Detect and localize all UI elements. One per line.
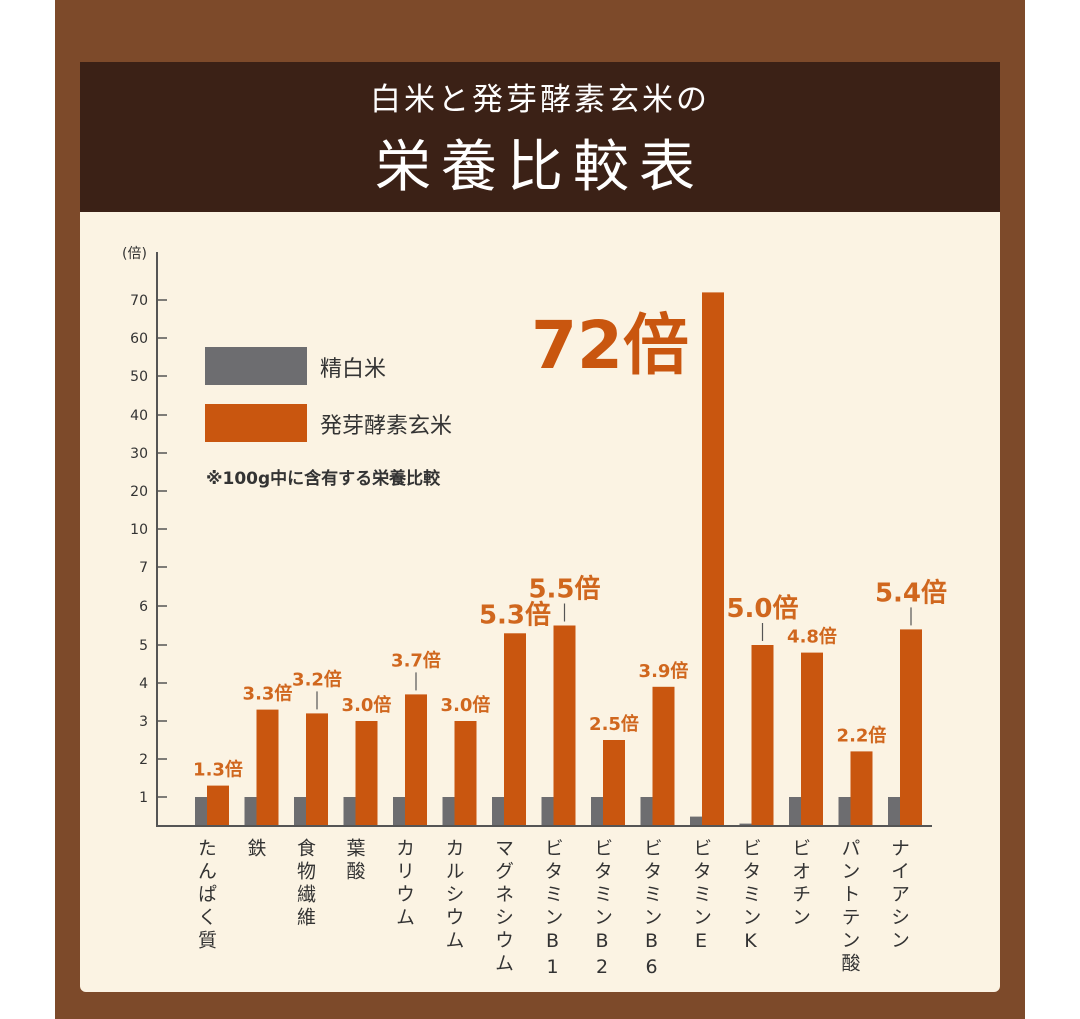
bar-brown-rice	[454, 721, 477, 825]
legend-label-brown-rice: 発芽酵素玄米	[320, 414, 452, 439]
y-tick-label: 40	[130, 408, 148, 424]
data-label: 3.7倍	[391, 649, 441, 671]
bar-brown-rice	[256, 709, 279, 825]
chart-title: 栄養比較表	[375, 135, 705, 200]
data-label: 5.3倍	[479, 599, 551, 630]
y-tick-label: 30	[130, 446, 148, 462]
y-tick-label: 5	[139, 638, 148, 654]
x-category-label: ビタミンE	[690, 838, 712, 956]
data-label: 3.9倍	[639, 660, 689, 682]
bar-brown-rice	[900, 629, 922, 825]
data-label: 2.2倍	[837, 724, 887, 746]
chart-header: 白米と発芽酵素玄米の 栄養比較表	[80, 62, 1000, 212]
bar-brown-rice	[306, 713, 328, 825]
bar-brown-rice	[702, 292, 724, 825]
y-tick-label: 6	[139, 599, 148, 615]
bar-white-rice	[640, 797, 653, 825]
y-tick-label: 20	[130, 484, 148, 500]
y-tick-label: 1	[139, 790, 148, 806]
data-label: 2.5倍	[589, 713, 639, 735]
x-category-label: カルシウム	[443, 838, 465, 953]
bar-white-rice	[442, 797, 455, 825]
bar-white-rice	[343, 797, 356, 825]
x-category-label: ビタミンB6	[641, 838, 663, 982]
x-category-label: ビタミンB2	[591, 838, 613, 982]
data-label: 5.0倍	[726, 593, 798, 624]
bar-brown-rice	[801, 652, 823, 825]
data-label: 3.0倍	[342, 694, 392, 716]
bar-white-rice	[838, 797, 851, 825]
bar-brown-rice	[405, 694, 427, 825]
data-label: 3.0倍	[441, 694, 491, 716]
y-tick-label: 50	[130, 369, 148, 385]
bar-white-rice	[690, 816, 702, 825]
bar-white-rice	[244, 797, 257, 825]
x-category-label: ビタミンK	[740, 838, 762, 956]
x-category-label: たんぱく質	[195, 838, 217, 953]
x-category-label: 鉄	[245, 838, 267, 861]
legend-label-white-rice: 精白米	[320, 357, 386, 382]
y-axis-label: (倍)	[122, 246, 147, 262]
legend-swatch-brown-rice	[205, 404, 307, 442]
y-tick-label: 3	[139, 714, 148, 730]
data-label: 3.3倍	[243, 683, 293, 705]
x-category-label: カリウム	[393, 838, 415, 930]
bar-brown-rice	[553, 625, 576, 825]
y-tick-label: 60	[130, 331, 148, 347]
bar-brown-rice	[751, 645, 774, 825]
bar-white-rice	[492, 797, 504, 825]
data-label: 5.4倍	[875, 577, 947, 608]
data-label: 72倍	[531, 307, 689, 384]
data-label: 5.5倍	[528, 574, 600, 605]
chart-note: ※100g中に含有する栄養比較	[206, 468, 441, 489]
y-tick-label: 7	[139, 560, 148, 576]
x-category-label: パントテン酸	[839, 838, 861, 976]
bar-white-rice	[591, 797, 603, 825]
bar-white-rice	[294, 797, 306, 825]
data-label: 4.8倍	[787, 626, 837, 648]
x-category-label: 葉酸	[344, 838, 366, 884]
x-category-label: ビオチン	[789, 838, 811, 930]
chart-panel	[80, 212, 1000, 992]
y-tick-label: 70	[130, 293, 148, 309]
bar-brown-rice	[355, 721, 378, 825]
y-tick-label: 10	[130, 522, 148, 538]
chart-subtitle: 白米と発芽酵素玄米の	[370, 82, 710, 118]
bar-brown-rice	[504, 633, 526, 825]
data-label: 3.2倍	[292, 668, 342, 690]
data-label: 1.3倍	[193, 759, 243, 781]
bar-white-rice	[739, 823, 752, 825]
x-category-label: ビタミンB1	[542, 838, 564, 982]
bar-brown-rice	[207, 785, 229, 825]
y-tick-label: 2	[139, 752, 148, 768]
bar-brown-rice	[603, 740, 625, 825]
bar-white-rice	[195, 797, 207, 825]
bar-white-rice	[393, 797, 405, 825]
legend-swatch-white-rice	[205, 347, 307, 385]
bar-white-rice	[541, 797, 554, 825]
bar-white-rice	[789, 797, 801, 825]
bar-brown-rice	[850, 751, 873, 825]
x-category-label: 食物繊維	[294, 838, 316, 930]
bar-white-rice	[888, 797, 900, 825]
y-tick-label: 4	[139, 676, 148, 692]
bar-brown-rice	[652, 686, 675, 825]
x-category-label: マグネシウム	[492, 838, 514, 976]
x-category-label: ナイアシン	[888, 838, 910, 953]
